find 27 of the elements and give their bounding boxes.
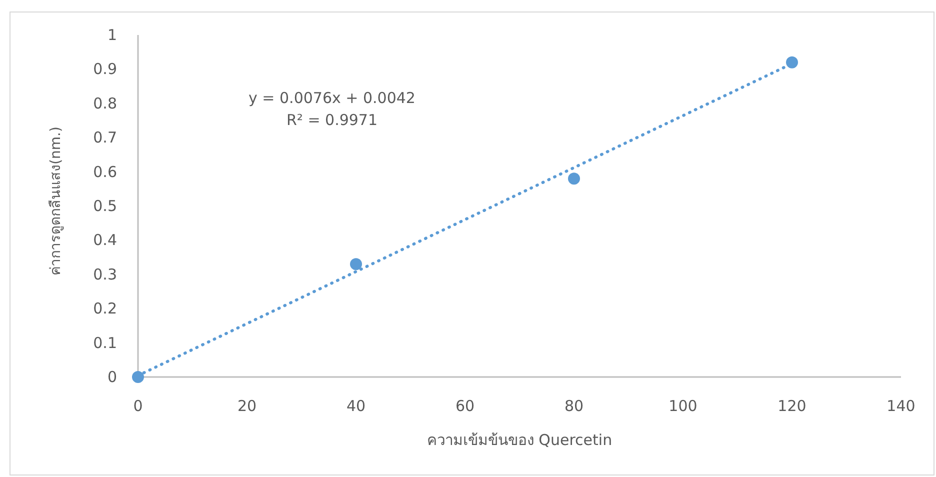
x-tick-label: 40 (346, 397, 366, 415)
y-axis-title: ค่าการดูดกลืนแสง(nm.) (48, 126, 64, 276)
x-tick-label: 100 (668, 397, 698, 415)
annotation: R² = 0.9971 (286, 111, 378, 129)
x-tick-label: 60 (455, 397, 475, 415)
y-tick-label: 0.6 (93, 162, 117, 181)
x-tick-label: 120 (778, 397, 806, 415)
x-tick-label: 80 (564, 397, 584, 415)
y-tick-label: 0.1 (93, 334, 117, 352)
y-tick-label: 0.8 (93, 94, 117, 112)
x-axis-title: ความเข้มข้นของ Quercetin (426, 431, 612, 449)
y-tick-label: 0.3 (93, 265, 117, 284)
y-tick-label: 0.2 (93, 300, 117, 318)
annotation: y = 0.0076x + 0.0042 (248, 89, 416, 107)
point (568, 172, 580, 185)
point (132, 371, 144, 383)
y-tick-label: 0.9 (93, 60, 117, 78)
y-tick-label: 1 (107, 26, 117, 44)
y-tick-label: 0 (107, 368, 117, 386)
point (350, 258, 362, 270)
x-tick-label: 140 (886, 397, 916, 415)
y-tick-label: 0.5 (93, 197, 117, 215)
x-tick-label: 0 (133, 397, 143, 415)
y-tick-label: 0.7 (93, 128, 117, 147)
y-tick-label: 0.4 (93, 231, 117, 250)
point (786, 56, 798, 68)
x-tick-label: 20 (237, 397, 257, 415)
